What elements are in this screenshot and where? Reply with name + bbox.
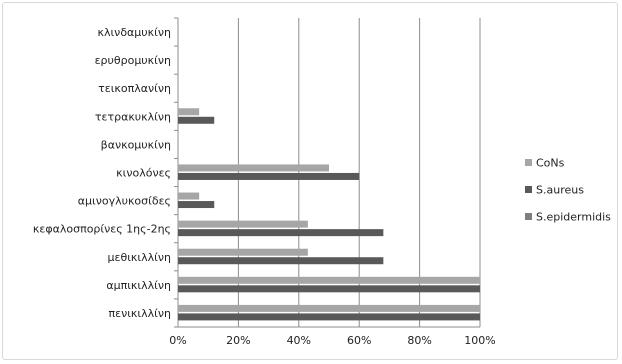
category-label: κεφαλοσπορίνες 1ης-2ης xyxy=(33,223,171,236)
bar-s-aureus xyxy=(178,172,360,180)
category-label: τεικοπλανίνη xyxy=(98,82,171,95)
bar-s-aureus xyxy=(178,257,384,265)
category-label: αμπικιλλίνη xyxy=(106,279,171,292)
legend-label: CoNs xyxy=(536,157,565,170)
x-tick-label: 60% xyxy=(347,334,371,347)
chart-frame xyxy=(2,2,618,360)
legend-swatch xyxy=(525,159,532,166)
x-tick-label: 0% xyxy=(169,334,186,347)
legend-swatch xyxy=(525,213,532,220)
bar-cons xyxy=(178,164,329,172)
legend-label: S.aureus xyxy=(536,184,584,197)
bar-s-aureus xyxy=(178,116,215,124)
bar-cons xyxy=(178,248,308,256)
category-label: κινολόνες xyxy=(116,167,171,180)
bar-cons xyxy=(178,108,200,116)
x-tick-label: 100% xyxy=(464,334,495,347)
category-label: τετρακυκλίνη xyxy=(95,110,171,123)
category-label: αμινογλυκοσίδες xyxy=(78,195,171,208)
bar-cons xyxy=(178,220,308,228)
bar-s-aureus xyxy=(178,229,384,237)
x-tick-label: 20% xyxy=(226,334,250,347)
category-label: ερυθρομυκίνη xyxy=(95,54,171,67)
x-tick-label: 40% xyxy=(287,334,311,347)
bar-cons xyxy=(178,192,200,200)
category-label: πενικιλλίνη xyxy=(109,307,172,320)
bar-cons xyxy=(178,304,480,312)
category-label: βανκομυκίνη xyxy=(101,138,171,151)
bar-s-aureus xyxy=(178,201,215,209)
x-tick-label: 80% xyxy=(407,334,431,347)
bar-s-aureus xyxy=(178,285,480,293)
category-label: μεθικιλλίνη xyxy=(108,251,171,264)
legend-swatch xyxy=(525,186,532,193)
bar-s-aureus xyxy=(178,313,480,321)
bar-cons xyxy=(178,276,480,284)
category-label: κλινδαμυκίνη xyxy=(97,26,171,39)
legend-label: S.epidermidis xyxy=(536,211,611,224)
